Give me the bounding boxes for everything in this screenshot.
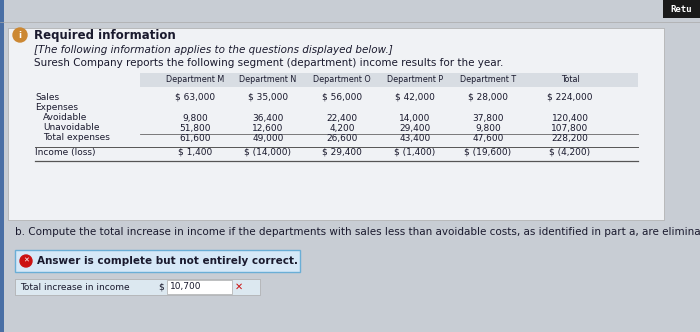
Text: 4,200: 4,200	[329, 124, 355, 132]
Text: Department M: Department M	[166, 75, 224, 85]
Text: Answer is complete but not entirely correct.: Answer is complete but not entirely corr…	[37, 256, 298, 266]
Text: 37,800: 37,800	[473, 114, 504, 123]
Text: 49,000: 49,000	[252, 133, 284, 142]
Text: 14,000: 14,000	[399, 114, 430, 123]
Text: $ 56,000: $ 56,000	[322, 93, 362, 102]
Text: $ (14,000): $ (14,000)	[244, 147, 291, 156]
Text: Total: Total	[561, 75, 580, 85]
Text: $ 28,000: $ 28,000	[468, 93, 508, 102]
Text: $ 224,000: $ 224,000	[547, 93, 593, 102]
Text: 12,600: 12,600	[252, 124, 284, 132]
Text: Required information: Required information	[34, 30, 176, 42]
Text: 47,600: 47,600	[473, 133, 504, 142]
Text: 29,400: 29,400	[400, 124, 430, 132]
Text: Total increase in income: Total increase in income	[20, 283, 130, 291]
Text: $ 35,000: $ 35,000	[248, 93, 288, 102]
Bar	[167, 280, 232, 294]
Text: ✕: ✕	[235, 282, 243, 292]
Text: Department O: Department O	[313, 75, 371, 85]
Text: 107,800: 107,800	[552, 124, 589, 132]
Text: 9,800: 9,800	[475, 124, 501, 132]
Text: $ 29,400: $ 29,400	[322, 147, 362, 156]
Text: $ (1,400): $ (1,400)	[394, 147, 435, 156]
Circle shape	[20, 255, 32, 267]
Text: 43,400: 43,400	[400, 133, 430, 142]
Text: 120,400: 120,400	[552, 114, 589, 123]
Bar	[15, 250, 300, 272]
Text: Unavoidable: Unavoidable	[43, 124, 99, 132]
Text: $ 1,400: $ 1,400	[178, 147, 212, 156]
Text: 228,200: 228,200	[552, 133, 589, 142]
Text: $ (19,600): $ (19,600)	[464, 147, 512, 156]
Bar	[663, 0, 700, 18]
Text: 10,700: 10,700	[170, 283, 202, 291]
Bar	[0, 0, 4, 332]
Text: 9,800: 9,800	[182, 114, 208, 123]
Text: $ 42,000: $ 42,000	[395, 93, 435, 102]
Text: b. Compute the total increase in income if the departments with sales less than : b. Compute the total increase in income …	[15, 227, 700, 237]
Text: Retu: Retu	[671, 5, 692, 14]
Text: 22,400: 22,400	[326, 114, 358, 123]
Text: 26,600: 26,600	[326, 133, 358, 142]
Text: Department N: Department N	[239, 75, 297, 85]
Text: $ 63,000: $ 63,000	[175, 93, 215, 102]
Text: 36,400: 36,400	[252, 114, 284, 123]
Text: Avoidable: Avoidable	[43, 114, 88, 123]
Text: 51,800: 51,800	[179, 124, 211, 132]
Text: $ (4,200): $ (4,200)	[550, 147, 591, 156]
Text: Expenses: Expenses	[35, 104, 78, 113]
Text: Department P: Department P	[387, 75, 443, 85]
Text: 61,600: 61,600	[179, 133, 211, 142]
Text: Total expenses: Total expenses	[43, 133, 110, 142]
Text: $: $	[158, 283, 164, 291]
Text: [The following information applies to the questions displayed below.]: [The following information applies to th…	[34, 45, 393, 55]
Text: Department T: Department T	[460, 75, 516, 85]
Text: Income (loss): Income (loss)	[35, 147, 95, 156]
Text: ✕: ✕	[23, 258, 29, 264]
Text: Suresh Company reports the following segment (department) income results for the: Suresh Company reports the following seg…	[34, 58, 503, 68]
Text: i: i	[18, 31, 22, 40]
Circle shape	[13, 28, 27, 42]
Text: Sales: Sales	[35, 93, 59, 102]
Bar	[140, 73, 638, 87]
Bar	[15, 279, 260, 295]
Bar	[8, 28, 664, 220]
